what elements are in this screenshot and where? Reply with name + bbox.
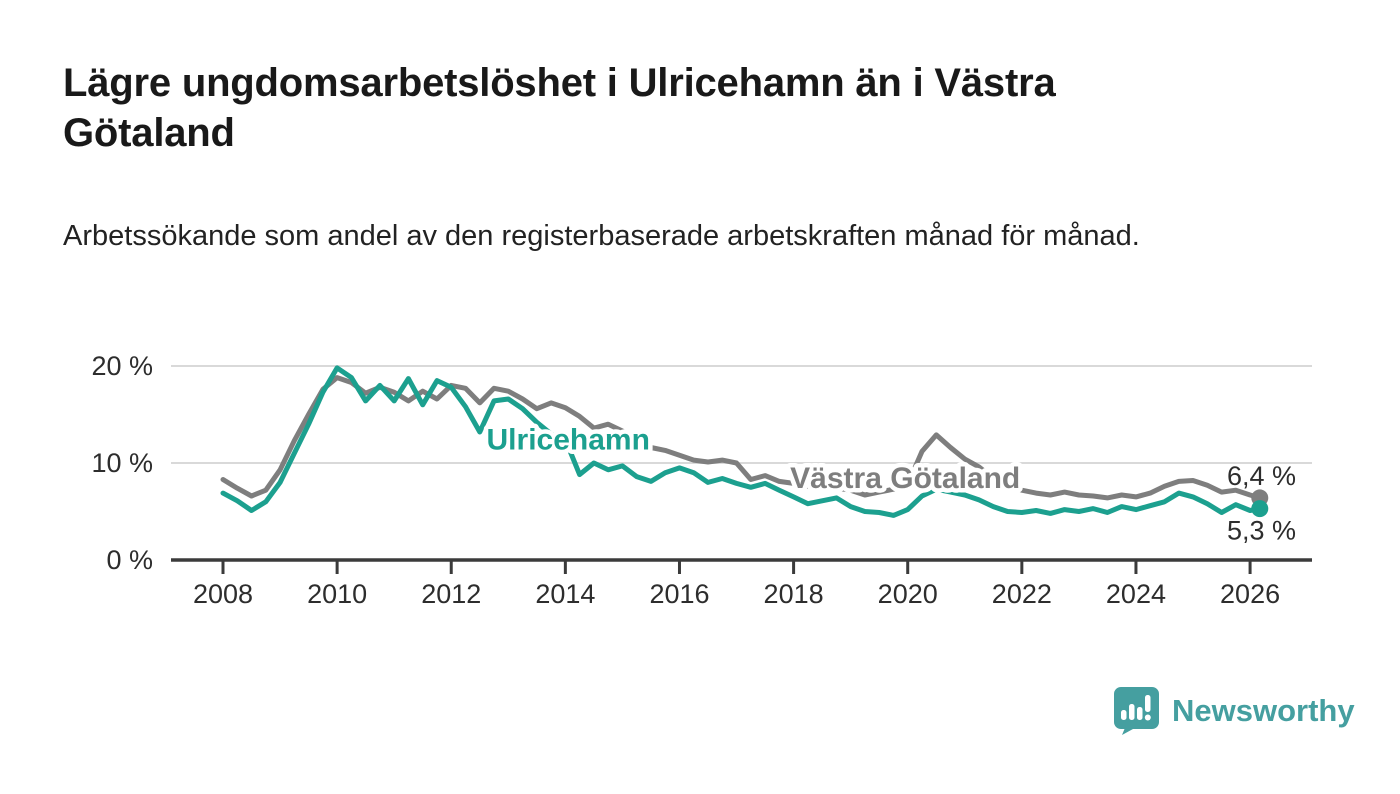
gridlines xyxy=(171,365,1312,464)
y-tick-label: 10 % xyxy=(91,448,153,478)
x-tick-label: 2010 xyxy=(307,579,367,609)
x-tick-label: 2024 xyxy=(1106,579,1166,609)
x-tick-label: 2014 xyxy=(535,579,595,609)
x-axis: 2008 2010 2012 2014 2016 2018 2020 2022 2024 2026 xyxy=(171,558,1312,609)
x-tick-label: 2012 xyxy=(421,579,481,609)
series-label-v-stra-g-taland: Västra Götaland xyxy=(790,462,1020,495)
end-label-vastra-gotaland: 6,4 % xyxy=(1227,461,1296,491)
newsworthy-logo-icon xyxy=(1114,687,1159,735)
series-line-ulricehamn xyxy=(220,365,1263,518)
page-title: Lägre ungdomsarbetslöshet i Ulricehamn ä… xyxy=(63,61,1056,156)
newsworthy-wordmark: Newsworthy xyxy=(1172,693,1355,728)
y-axis-labels: 0 % 10 % 20 % xyxy=(91,351,153,575)
x-tick-label: 2018 xyxy=(764,579,824,609)
x-tick-label: 2020 xyxy=(878,579,938,609)
x-tick-label: 2022 xyxy=(992,579,1052,609)
series-end-dot-ulricehamn xyxy=(1251,500,1269,518)
series-line-v-stra-g-taland xyxy=(220,375,1263,501)
x-tick-label: 2008 xyxy=(193,579,253,609)
x-tick-label: 2026 xyxy=(1220,579,1280,609)
page-subtitle: Arbetssökande som andel av den registerb… xyxy=(63,220,1140,252)
y-tick-label: 0 % xyxy=(106,545,153,575)
newsworthy-logo: Newsworthy xyxy=(1113,686,1355,736)
x-tick-label: 2016 xyxy=(649,579,709,609)
series-label-ulricehamn: Ulricehamn xyxy=(487,423,650,456)
y-tick-label: 20 % xyxy=(91,351,153,381)
end-label-ulricehamn: 5,3 % xyxy=(1227,516,1296,546)
